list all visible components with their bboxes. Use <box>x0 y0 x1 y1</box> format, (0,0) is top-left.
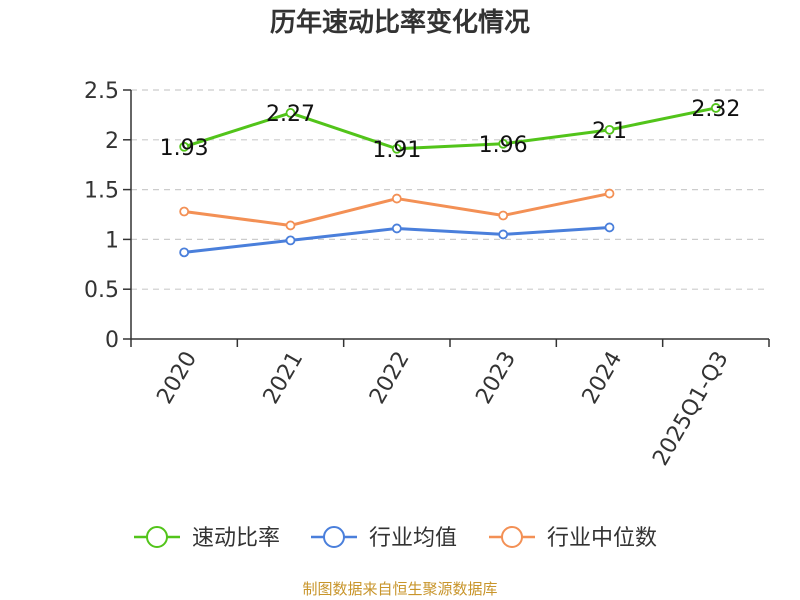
data-point <box>179 141 190 152</box>
grid-lines <box>131 89 769 290</box>
legend-marker <box>146 526 168 548</box>
data-label: 1.91 <box>372 138 421 163</box>
y-tick-label: 0.5 <box>84 278 119 303</box>
data-label: 1.93 <box>160 136 209 161</box>
y-tick-label: 2.5 <box>84 79 119 104</box>
x-tick-label: 2023 <box>471 347 521 408</box>
legend-marker <box>501 526 523 548</box>
data-point <box>179 247 190 258</box>
data-point <box>391 223 402 234</box>
legend-label: 行业均值 <box>369 526 457 551</box>
data-label: 2.32 <box>691 97 740 122</box>
data-point <box>604 124 615 135</box>
y-tick-label: 2 <box>105 129 119 154</box>
data-point <box>285 220 296 231</box>
x-tick-label: 2024 <box>578 347 628 408</box>
legend-label: 行业中位数 <box>547 526 657 551</box>
series-line <box>183 106 717 151</box>
data-point <box>285 108 296 118</box>
data-label: 2.27 <box>266 102 315 127</box>
data-point <box>604 222 615 233</box>
chart-title: 历年速动比率变化情况 <box>270 7 530 38</box>
legend-label: 速动比率 <box>192 526 280 551</box>
source-note: 制图数据来自恒生聚源数据库 <box>302 580 497 598</box>
x-tick-label: 2021 <box>259 347 309 408</box>
data-point <box>179 206 190 217</box>
legend: 速动比率 行业均值 行业中位数 <box>134 526 657 551</box>
x-tick-label: 2020 <box>152 347 202 408</box>
y-tick-label: 1.5 <box>84 179 119 204</box>
y-tick-label: 1 <box>105 228 119 253</box>
x-tick-label: 2025Q1-Q3 <box>648 347 733 470</box>
data-point <box>710 103 721 113</box>
data-point <box>391 193 402 204</box>
data-point <box>604 188 615 199</box>
x-tick-label: 2022 <box>365 347 415 408</box>
data-point <box>285 235 296 246</box>
y-tick-label: 0 <box>105 328 119 353</box>
data-point <box>498 229 509 240</box>
data-point <box>498 138 509 149</box>
series-group: 1.93 2.27 1.91 1.96 2.1 2.32 <box>160 97 740 258</box>
legend-marker <box>323 526 345 548</box>
data-point <box>391 143 402 154</box>
data-point <box>498 210 509 221</box>
data-label: 2.1 <box>592 119 627 144</box>
data-label: 1.96 <box>479 133 528 158</box>
